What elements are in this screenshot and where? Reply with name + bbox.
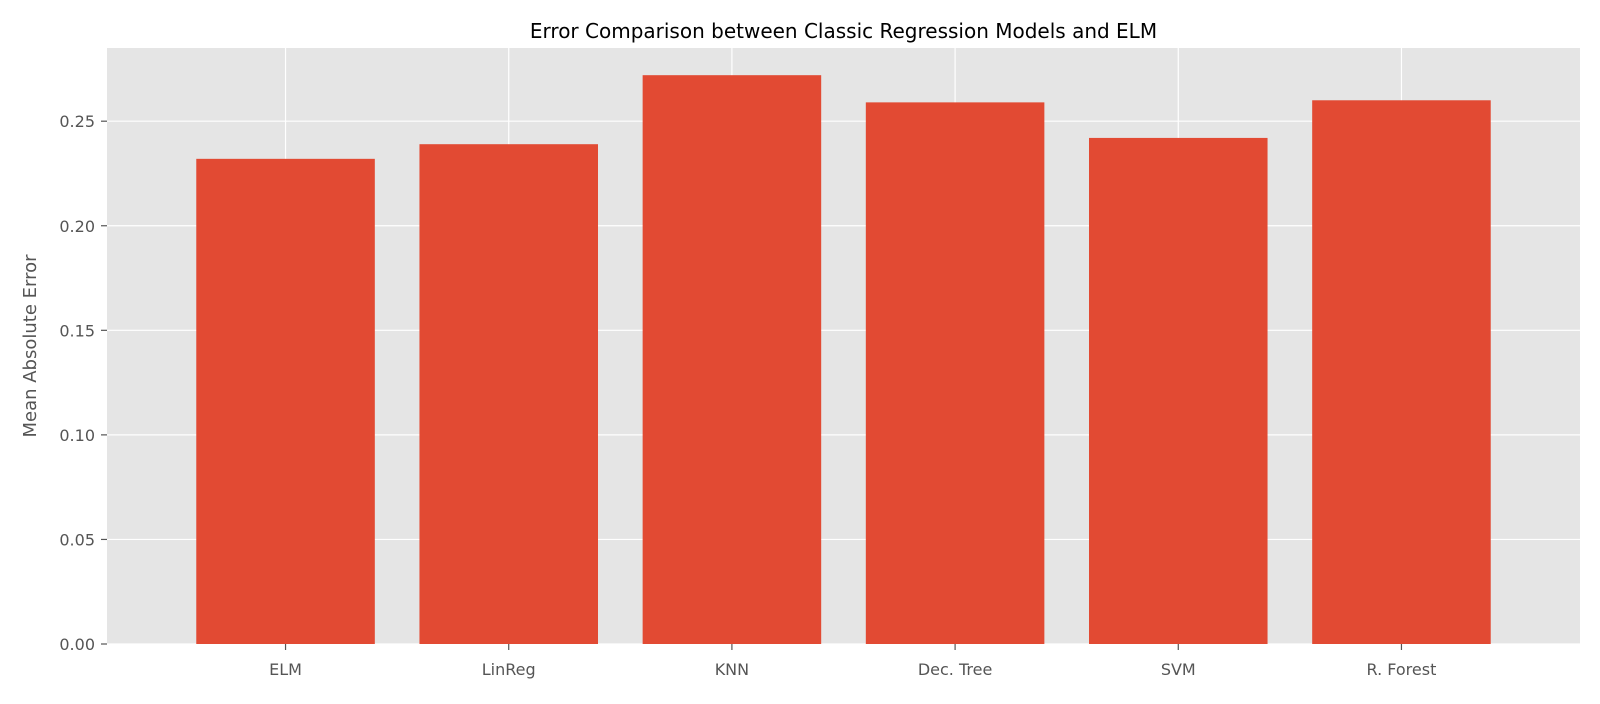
- bar-dec-tree: [865, 102, 1045, 644]
- chart-title: Error Comparison between Classic Regress…: [530, 19, 1157, 43]
- axes: 0.00 0.05 0.10 0.15 0.20 0.25 ELM LinReg KNN Dec.…: [59, 112, 1436, 679]
- y-tick-label: 0.05: [59, 530, 95, 549]
- y-tick-label: 0.10: [59, 426, 95, 445]
- x-tick-label: Dec. Tree: [918, 660, 992, 679]
- bar-linreg: [419, 144, 598, 645]
- x-tick-label: KNN: [715, 660, 749, 679]
- y-tick-label: 0.15: [59, 321, 95, 340]
- y-tick-label: 0.00: [59, 635, 95, 654]
- y-tick-label: 0.25: [59, 112, 95, 131]
- bar-svm: [1089, 137, 1268, 645]
- bar-r-forest: [1312, 100, 1491, 644]
- y-tick-label: 0.20: [59, 217, 95, 236]
- x-tick-label: ELM: [269, 660, 302, 679]
- x-tick-label: R. Forest: [1367, 660, 1437, 679]
- y-axis-label: Mean Absolute Error: [20, 254, 41, 438]
- x-tick-label: SVM: [1161, 660, 1196, 679]
- bars: [196, 75, 1491, 645]
- bar-elm: [196, 158, 375, 644]
- x-tick-label: LinReg: [482, 660, 536, 679]
- bar-knn: [642, 75, 822, 644]
